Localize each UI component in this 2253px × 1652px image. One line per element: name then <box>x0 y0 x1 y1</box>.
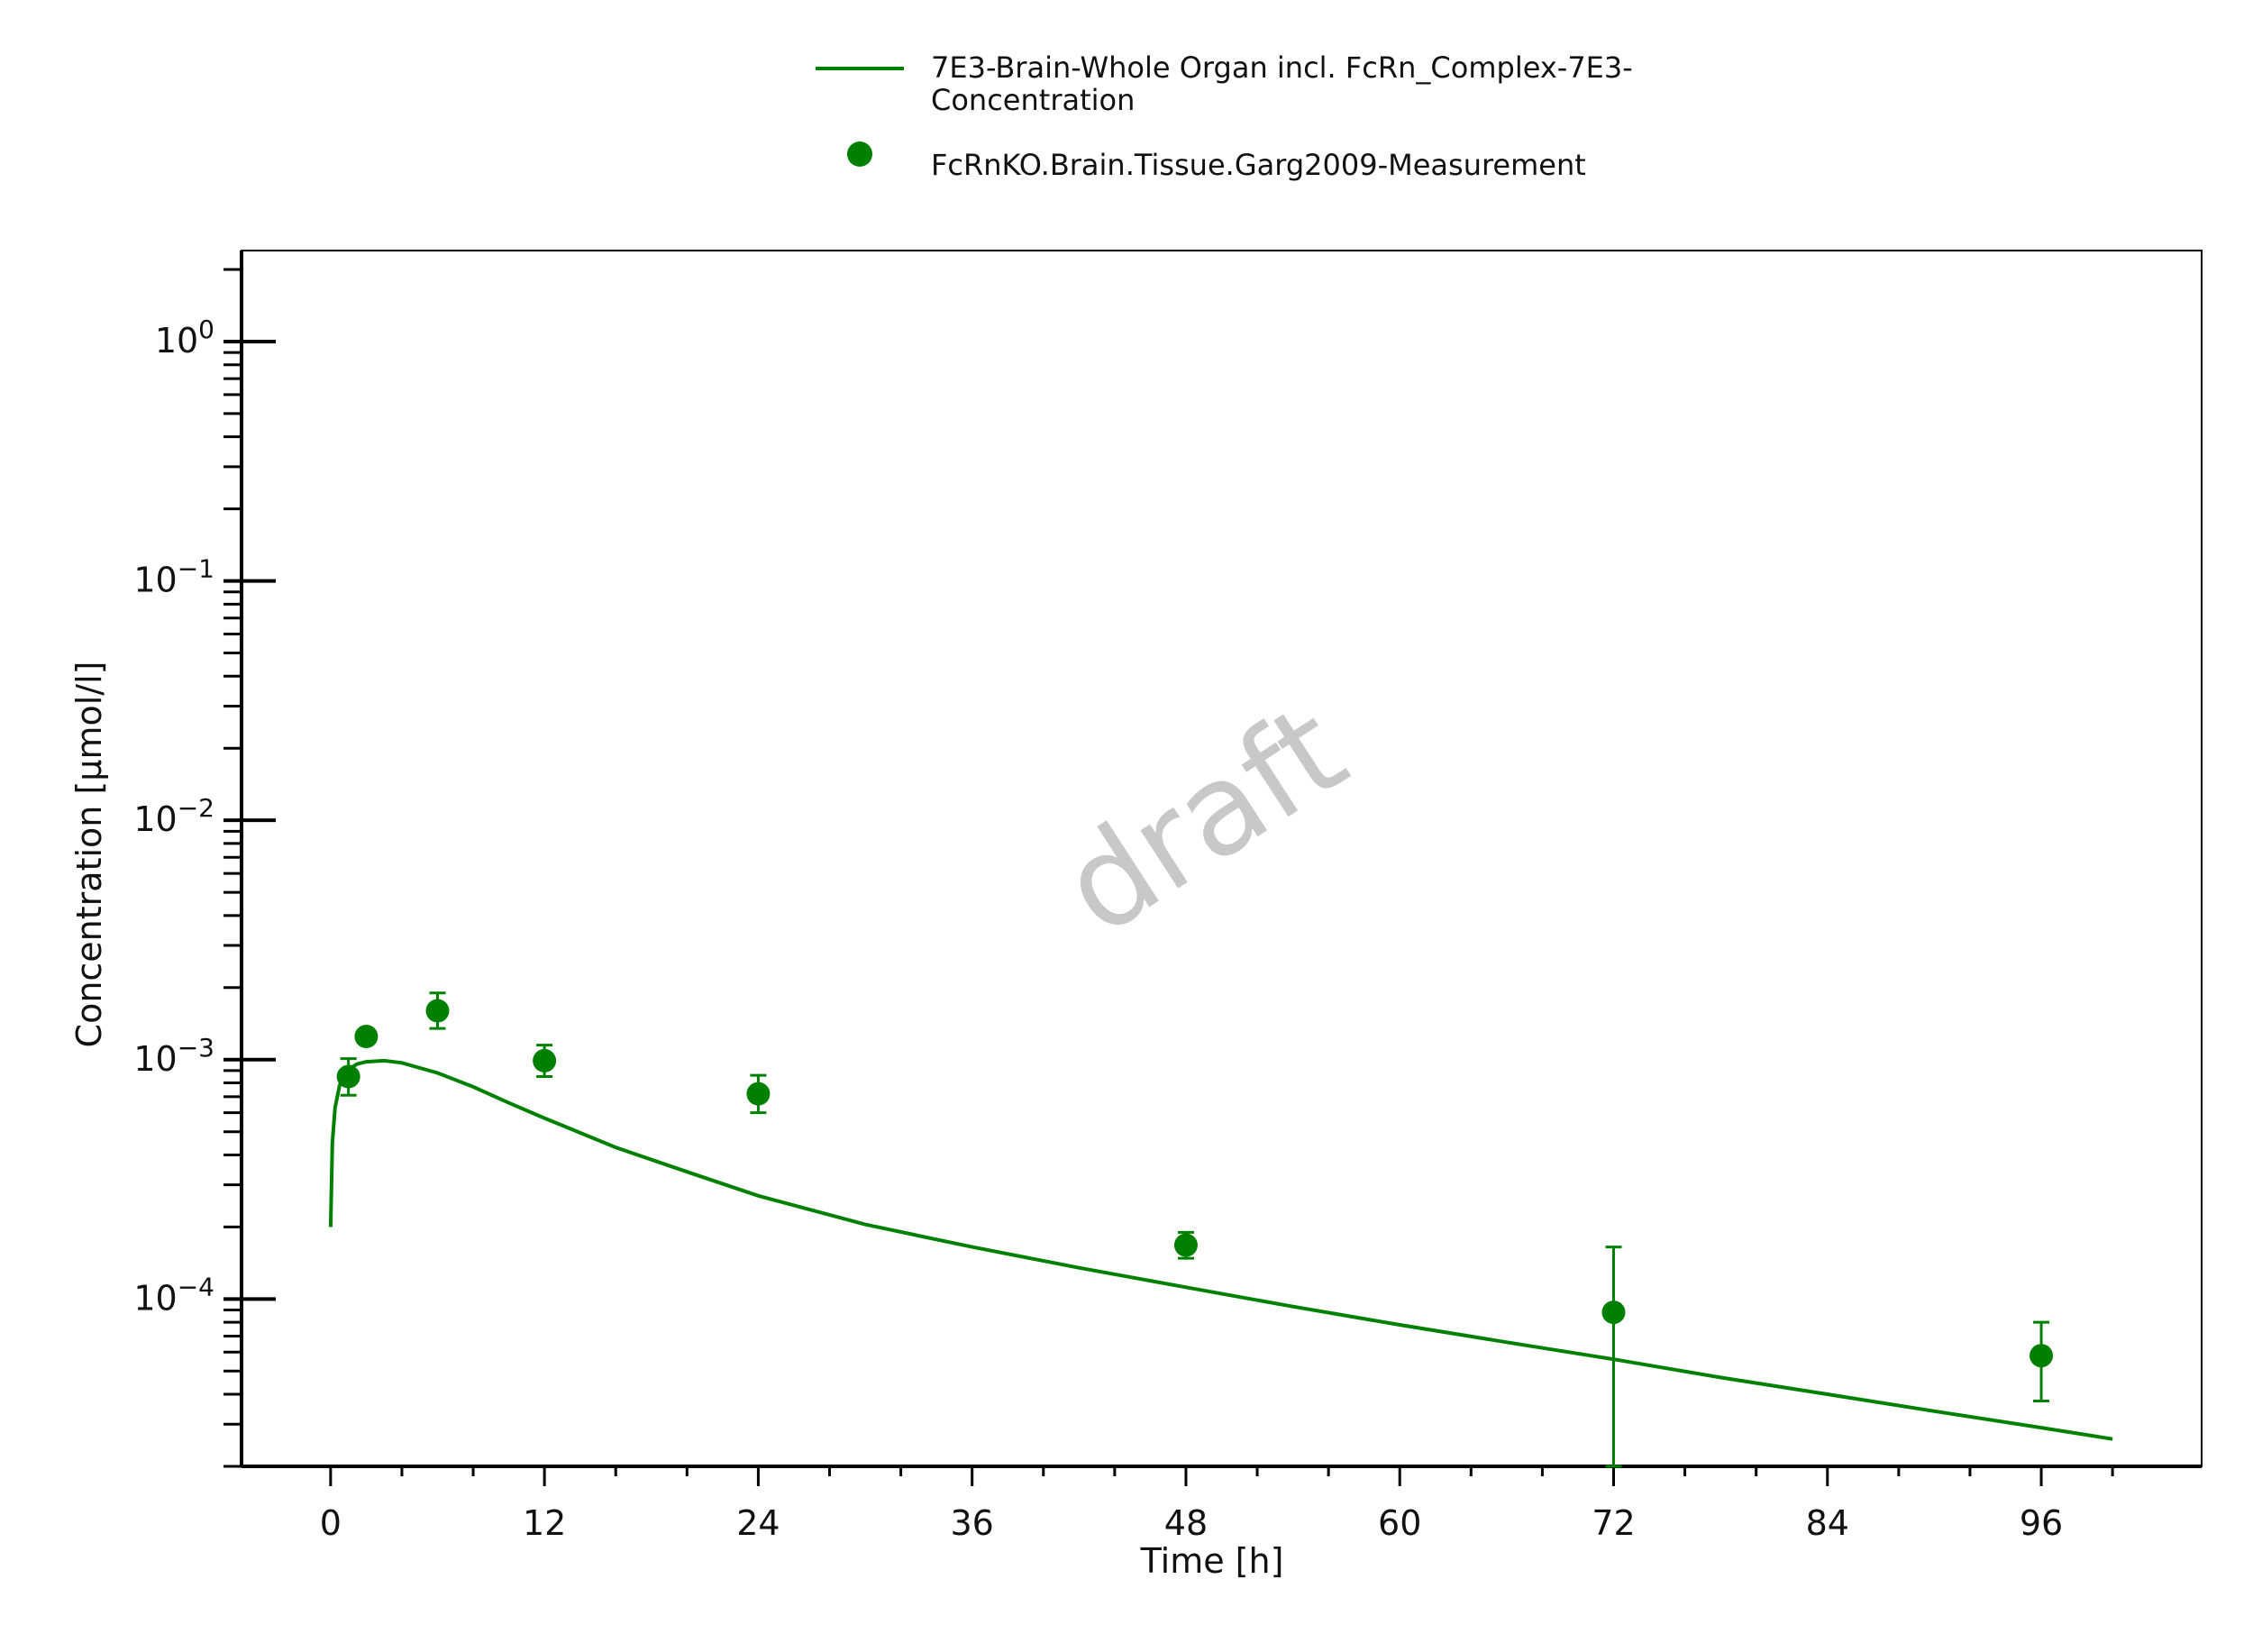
legend: 7E3-Brain-Whole Organ incl. FcRn_Complex… <box>816 50 1633 182</box>
y-axis: 100 10−1 10−2 10−3 10−4 <box>133 268 276 1468</box>
x-tick-label: 12 <box>523 1503 566 1543</box>
y-tick-label: 10−1 <box>133 554 214 600</box>
measurement-point <box>1173 1233 1198 1257</box>
measurement-point <box>533 1048 557 1072</box>
x-tick-label: 36 <box>951 1503 994 1543</box>
simulation-line <box>328 1058 2113 1441</box>
x-axis-title: Time [h] <box>1140 1541 1284 1581</box>
watermark-text: draft <box>1038 677 1371 964</box>
x-axis: 0 12 24 36 48 60 72 84 96 <box>320 1466 2114 1543</box>
legend-point-marker <box>847 141 872 167</box>
x-tick-label: 84 <box>1806 1503 1849 1543</box>
y-tick-label: 10−4 <box>133 1272 214 1318</box>
y-tick-label: 10−2 <box>133 793 214 839</box>
x-tick-label: 72 <box>1592 1503 1635 1543</box>
legend-label: FcRnKO.Brain.Tissue.Garg2009-Measurement <box>931 148 1586 182</box>
y-tick-label: 100 <box>155 315 214 361</box>
y-tick-label: 10−3 <box>133 1033 214 1079</box>
measurement-point <box>336 1064 360 1089</box>
series-layer <box>328 991 2113 1468</box>
measurement-point <box>746 1082 771 1106</box>
x-tick-label: 96 <box>2020 1503 2063 1543</box>
measurement-point <box>425 999 450 1023</box>
x-tick-label: 60 <box>1378 1503 1421 1543</box>
legend-label: Concentration <box>931 83 1135 117</box>
measurement-point <box>2030 1344 2054 1368</box>
x-tick-label: 48 <box>1164 1503 1208 1543</box>
measurement-point <box>354 1025 379 1049</box>
y-axis-title: Concentration [µmol/l] <box>69 662 109 1048</box>
measurement-point <box>1601 1301 1626 1325</box>
x-tick-label: 24 <box>736 1503 780 1543</box>
legend-label: 7E3-Brain-Whole Organ incl. FcRn_Complex… <box>931 50 1633 85</box>
x-tick-label: 0 <box>320 1503 342 1543</box>
